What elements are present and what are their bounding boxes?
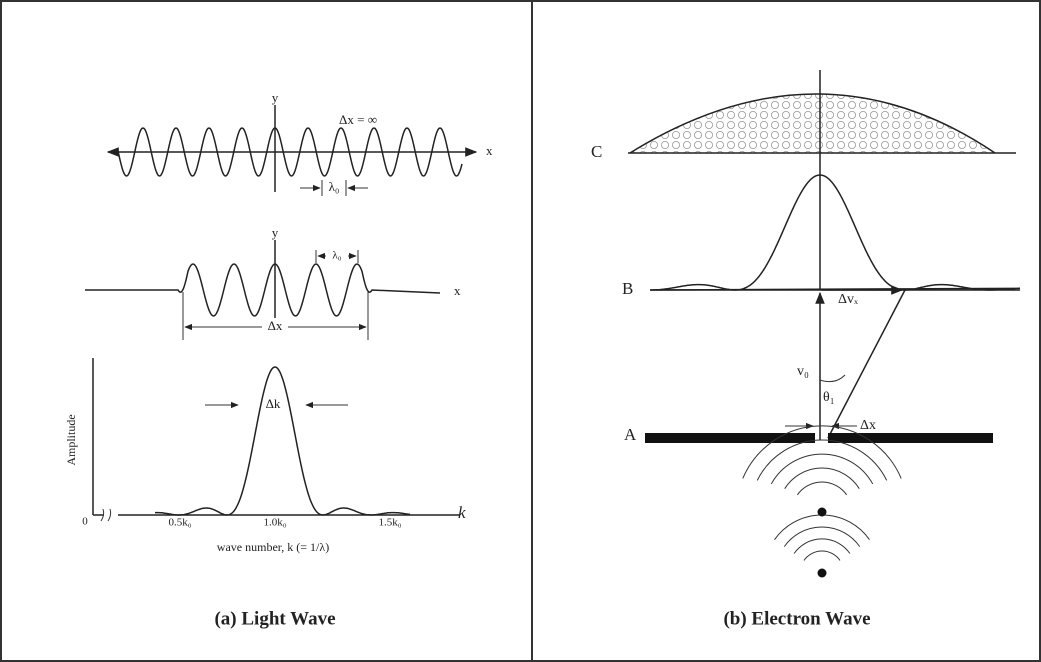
x-axis-label: wave number, k (= 1/λ) xyxy=(217,540,329,554)
x-variable: k xyxy=(458,503,466,522)
wavefront xyxy=(796,481,848,496)
delta-x-label: Δx xyxy=(268,318,283,333)
tick-label: 1.0k₀ xyxy=(263,517,286,529)
tick-label: 0.5k₀ xyxy=(168,517,191,529)
y-axis-label: Amplitude xyxy=(64,414,78,465)
curve xyxy=(117,127,463,177)
wavefront xyxy=(756,439,888,481)
x-label: x xyxy=(486,143,493,158)
wavefront xyxy=(784,467,860,489)
lambda-label: λ₀ xyxy=(332,250,341,262)
delta-x-label: Δx xyxy=(860,418,876,433)
slit-label: A xyxy=(624,425,637,444)
curve xyxy=(155,366,411,516)
wavefront xyxy=(783,526,861,547)
tick-label: 1.5k₀ xyxy=(378,517,401,529)
electron-diagram xyxy=(628,70,1021,578)
caption: (b) Electron Wave xyxy=(723,608,870,629)
wavefront xyxy=(793,538,851,554)
wavefront xyxy=(742,425,902,479)
curve xyxy=(85,263,441,317)
lambda-label: λ₀ xyxy=(329,179,340,194)
wavefront xyxy=(770,453,874,485)
angle-label: θ₁ xyxy=(823,390,835,405)
y-label: y xyxy=(272,90,279,105)
screen-label: B xyxy=(622,279,633,298)
x-label: x xyxy=(454,283,461,298)
velocity-label: v₀ xyxy=(797,364,809,379)
spectrum-plot xyxy=(92,358,460,522)
screen-label: C xyxy=(591,142,602,161)
wavefront xyxy=(803,550,841,561)
delta-x-label: Δx = ∞ xyxy=(339,112,377,127)
y-label: y xyxy=(272,225,279,240)
curve xyxy=(649,174,1021,291)
delta-k-label: Δk xyxy=(266,396,281,411)
origin-label: 0 xyxy=(82,516,88,528)
infinite-wave xyxy=(106,105,478,196)
wave-packet xyxy=(85,240,441,340)
delta-v-label: Δvₓ xyxy=(838,292,859,307)
caption: (a) Light Wave xyxy=(214,608,335,629)
